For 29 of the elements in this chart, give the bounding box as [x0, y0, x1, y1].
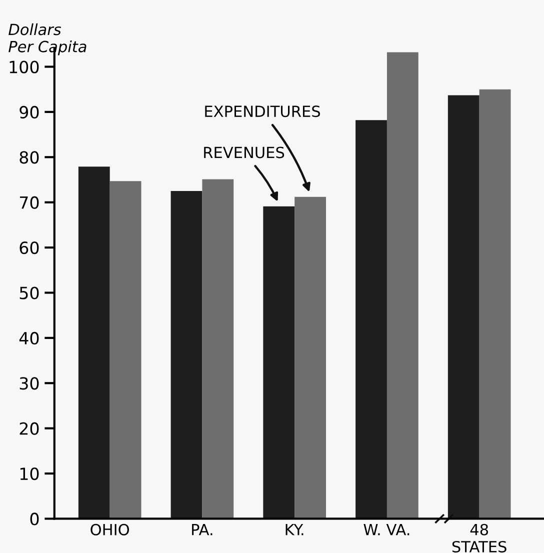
bar [479, 89, 511, 519]
y-tick-label: 60 [20, 241, 39, 254]
bar [294, 196, 326, 519]
bar [386, 52, 418, 519]
x-tick-label: KY. [286, 524, 304, 536]
y-tick-label: 50 [20, 286, 39, 300]
y-tick-label: 30 [20, 377, 39, 390]
y-axis-title: Dollars Per Capita [8, 23, 86, 56]
y-tick-label: 0 [30, 512, 39, 526]
y-tick-label: 70 [20, 196, 39, 209]
x-tick-label: 48 STATES [452, 524, 506, 553]
y-tick-label: 80 [20, 151, 39, 164]
bar [448, 95, 480, 519]
y-tick-label: 10 [20, 467, 39, 480]
bar [110, 181, 142, 519]
y-tick-label: 40 [19, 332, 39, 344]
bar [356, 120, 387, 519]
y-tick-label: 90 [20, 106, 39, 119]
y-tick-label: 20 [20, 422, 39, 435]
text: EXPENDITURES [205, 106, 320, 118]
x-tick-label: OHIO [90, 524, 129, 536]
x-tick-label: PA. [192, 524, 212, 536]
x-tick-label: W. VA. [364, 524, 410, 536]
bar [202, 179, 234, 519]
bar [78, 166, 110, 519]
y-tick-label: 100 [10, 60, 39, 74]
bar [263, 206, 295, 519]
bar [170, 191, 202, 519]
text: REVENUES [204, 146, 284, 158]
